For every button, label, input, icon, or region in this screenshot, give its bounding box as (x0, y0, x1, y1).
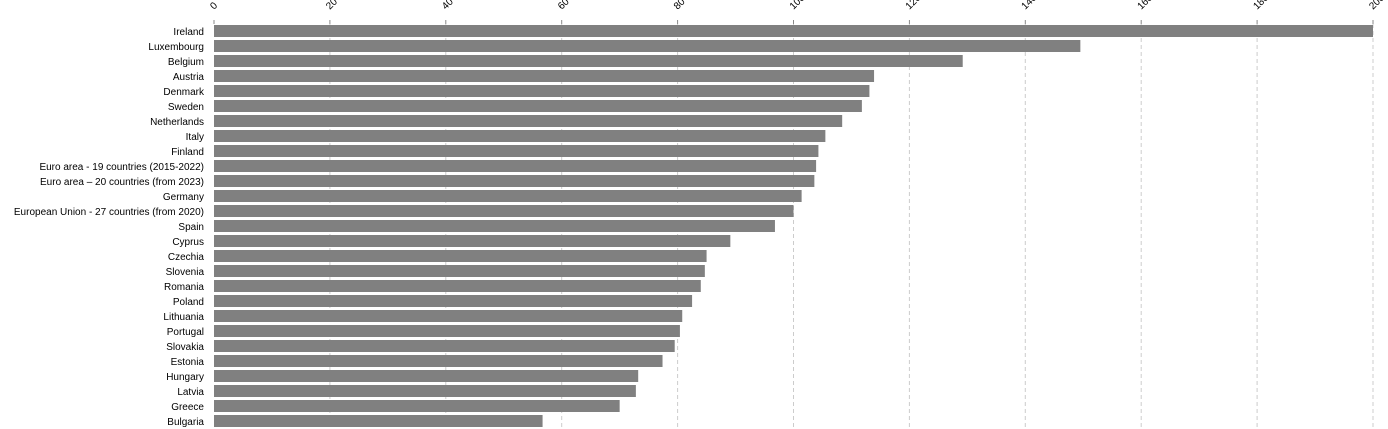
bar-luxembourg (214, 40, 1081, 52)
bar-european-union-27-countries-from-2020 (214, 205, 794, 217)
bar-romania (214, 280, 701, 292)
category-label: Portugal (167, 327, 204, 338)
category-label: Spain (178, 222, 204, 233)
bar-sweden (214, 100, 862, 112)
category-label: European Union - 27 countries (from 2020… (14, 207, 204, 218)
bar-czechia (214, 250, 707, 262)
category-label: Cyprus (172, 237, 204, 248)
bar-euro-area-19-countries-2015-2022 (214, 160, 817, 172)
category-label: Ireland (173, 27, 204, 38)
bar-cyprus (214, 235, 731, 247)
x-tick-label: 40 (440, 0, 456, 12)
bar-latvia (214, 385, 636, 397)
category-label: Germany (163, 192, 204, 203)
category-label: Sweden (168, 102, 204, 113)
x-tick-label: 0 (208, 0, 220, 12)
bar-estonia (214, 355, 663, 367)
x-tick-label: 20 (324, 0, 340, 12)
x-tick-label: 180 (1251, 0, 1271, 12)
bar-germany (214, 190, 802, 202)
category-label: Slovenia (166, 267, 205, 278)
category-label: Hungary (166, 372, 204, 383)
bar-austria (214, 70, 875, 82)
bar-greece (214, 400, 620, 412)
bar-bulgaria (214, 415, 543, 427)
bar-euro-area-20-countries-from-2023 (214, 175, 815, 187)
x-tick-labels: 0 20 40 60 80 100 120 140 160 180 200 (208, 0, 1387, 24)
x-tick-label: 140 (1020, 0, 1040, 12)
category-label: Bulgaria (167, 417, 204, 428)
x-tick-label: 160 (1136, 0, 1156, 12)
category-label: Netherlands (150, 117, 204, 128)
bar-hungary (214, 370, 639, 382)
category-label: Euro area - 19 countries (2015-2022) (39, 162, 204, 173)
category-label: Denmark (163, 87, 205, 98)
category-label: Finland (171, 147, 204, 158)
category-label: Greece (171, 402, 204, 413)
category-label: Czechia (168, 252, 205, 263)
category-label: Italy (186, 132, 204, 143)
bar-netherlands (214, 115, 843, 127)
bar-finland (214, 145, 819, 157)
category-label: Luxembourg (148, 42, 204, 53)
bar-ireland (214, 25, 1373, 37)
category-labels: Ireland Luxembourg Belgium Austria Denmark Sw… (14, 27, 205, 428)
category-label: Romania (164, 282, 204, 293)
category-label: Poland (173, 297, 204, 308)
bar-poland (214, 295, 693, 307)
category-label: Estonia (171, 357, 205, 368)
bar-slovakia (214, 340, 675, 352)
category-label: Euro area – 20 countries (from 2023) (40, 177, 204, 188)
category-label: Austria (173, 72, 205, 83)
category-label: Lithuania (163, 312, 204, 323)
x-tick-label: 120 (904, 0, 924, 12)
x-tick-label: 200 (1367, 0, 1387, 12)
bar-portugal (214, 325, 680, 337)
bar-italy (214, 130, 826, 142)
category-label: Belgium (168, 57, 204, 68)
bars (214, 25, 1373, 427)
category-label: Latvia (177, 387, 204, 398)
bar-lithuania (214, 310, 683, 322)
x-tick-label: 100 (788, 0, 808, 12)
category-label: Slovakia (166, 342, 204, 353)
bar-belgium (214, 55, 963, 67)
x-tick-label: 80 (672, 0, 688, 12)
bar-slovenia (214, 265, 705, 277)
bar-denmark (214, 85, 870, 97)
x-tick-label: 60 (556, 0, 572, 12)
bar-spain (214, 220, 775, 232)
